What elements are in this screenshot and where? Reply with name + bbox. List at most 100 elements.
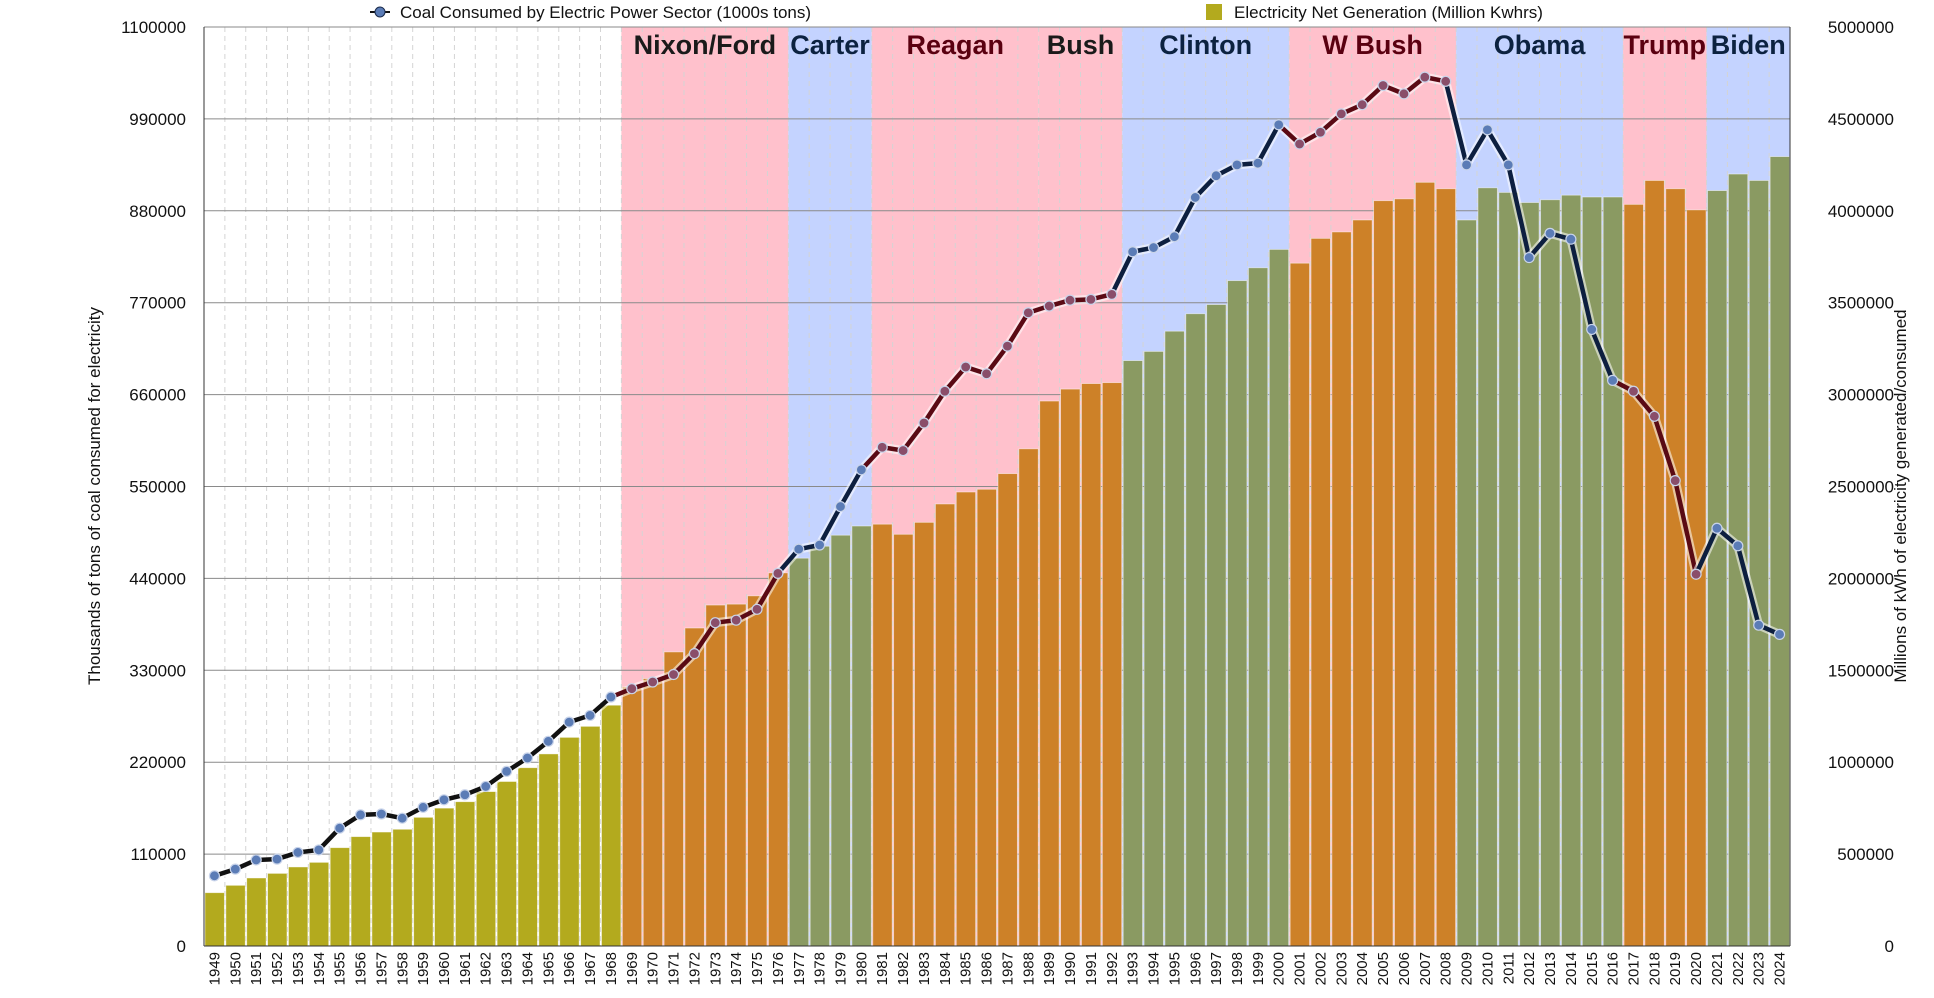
coal-line-segment: [1443, 79, 1469, 168]
coal-point-1981: [876, 441, 888, 453]
coal-point-1980: [855, 464, 867, 476]
era-label-bush: Bush: [1047, 30, 1115, 60]
bar-1953: [288, 866, 309, 947]
era-label-obama: Obama: [1494, 30, 1587, 60]
coal-line-segment: [1109, 249, 1135, 297]
x-tick-label: 2015: [1584, 952, 1601, 985]
bar-2017: [1623, 203, 1644, 947]
coal-point-1992: [1106, 288, 1118, 300]
coal-line-segment: [1652, 414, 1678, 483]
line-series: [208, 71, 1786, 882]
bar-1969: [621, 686, 643, 947]
x-tick-label: 1973: [707, 952, 724, 985]
y-left-tick-label: 990000: [129, 110, 186, 129]
coal-point-1950: [229, 863, 241, 875]
bar-1967: [580, 725, 601, 947]
x-tick-label: 1978: [812, 952, 829, 985]
coal-point-2002: [1314, 126, 1327, 138]
coal-line-segment: [1255, 122, 1281, 166]
legend: Coal Consumed by Electric Power Sector (…: [370, 3, 1543, 22]
coal-point-2010: [1481, 124, 1494, 136]
bar-1963: [496, 781, 517, 947]
bar-1977: [788, 557, 810, 947]
x-tick-label: 1950: [227, 952, 244, 985]
coal-line-segment: [1172, 195, 1198, 239]
bar-1997: [1206, 304, 1227, 947]
x-tick-label: 2003: [1333, 952, 1350, 985]
x-tick-label: 1980: [853, 952, 870, 985]
coal-point-1979: [834, 500, 847, 513]
bar-1955: [329, 847, 350, 947]
x-tick-label: 1962: [478, 952, 495, 985]
bars-series: [204, 156, 1790, 947]
x-tick-label: 1960: [436, 952, 453, 985]
bar-2014: [1561, 194, 1582, 947]
x-tick-label: 1999: [1250, 952, 1267, 985]
legend-dot-marker: [374, 6, 386, 18]
coal-point-1954: [313, 844, 325, 856]
y-right-tick-label: 2500000: [1828, 478, 1894, 497]
coal-line-segment: [692, 620, 718, 656]
coal-line-segment: [1672, 478, 1699, 577]
y-right-tick-label: 4500000: [1828, 110, 1894, 129]
bar-1964: [517, 767, 538, 947]
coal-point-1951: [250, 854, 262, 866]
bar-1987: [997, 473, 1018, 947]
coal-point-2006: [1398, 88, 1410, 100]
coal-point-1998: [1231, 159, 1243, 171]
x-tick-label: 2024: [1772, 952, 1789, 985]
y-right-tick-label: 4000000: [1828, 202, 1894, 221]
y-left-tick-label: 330000: [129, 661, 186, 680]
x-tick-label: 2001: [1292, 952, 1309, 985]
x-tick-label: 2005: [1375, 952, 1392, 985]
bar-1995: [1164, 330, 1185, 947]
coal-point-2023: [1753, 619, 1765, 631]
legend-label-coal: Coal Consumed by Electric Power Sector (…: [400, 3, 811, 22]
coal-point-2017: [1627, 385, 1640, 397]
coal-point-1973: [709, 617, 721, 629]
x-tick-label: 1970: [645, 952, 662, 985]
coal-point-1957: [375, 808, 387, 820]
y-right-tick-label: 0: [1885, 937, 1894, 956]
bar-2000: [1268, 248, 1290, 947]
era-label-clinton: Clinton: [1159, 30, 1252, 60]
x-tick-label: 1990: [1062, 952, 1079, 985]
x-tick-label: 1957: [373, 952, 390, 985]
bar-2021: [1707, 190, 1728, 947]
coal-point-1985: [960, 361, 972, 373]
bar-1971: [663, 651, 684, 947]
coal-point-1956: [354, 809, 367, 821]
coal-point-1978: [814, 539, 826, 551]
bar-2016: [1602, 196, 1623, 947]
coal-point-2007: [1419, 71, 1431, 83]
coal-point-1999: [1252, 157, 1264, 169]
x-tick-label: 1993: [1125, 952, 1142, 985]
x-tick-label: 2017: [1625, 952, 1642, 985]
y-left-tick-label: 550000: [129, 478, 186, 497]
coal-point-2016: [1607, 374, 1619, 386]
y-right-axis-title: Millions of kWh of electricity generated…: [1891, 309, 1910, 682]
coal-point-2011: [1502, 159, 1514, 171]
coal-line-segment: [1485, 127, 1511, 168]
bar-2005: [1373, 200, 1394, 947]
x-tick-label: 1972: [686, 952, 703, 985]
bar-1975: [747, 595, 768, 947]
coal-point-1965: [542, 735, 554, 747]
bar-1973: [705, 604, 726, 947]
coal-point-2004: [1356, 99, 1368, 111]
bar-1958: [392, 828, 413, 947]
coal-point-1971: [667, 668, 680, 681]
coal-point-1953: [292, 846, 304, 859]
coal-point-1967: [584, 709, 596, 722]
bar-1979: [830, 534, 851, 947]
x-tick-label: 2013: [1542, 952, 1559, 985]
bar-1990: [1060, 388, 1081, 947]
bar-1960: [434, 807, 455, 947]
x-tick-label: 2023: [1751, 952, 1768, 985]
bar-1982: [893, 533, 914, 947]
y-left-tick-label: 440000: [129, 569, 186, 588]
x-tick-label: 1997: [1208, 952, 1225, 985]
coal-line-segment: [1005, 310, 1031, 349]
coal-point-1960: [438, 794, 450, 806]
bar-2006: [1394, 198, 1415, 947]
